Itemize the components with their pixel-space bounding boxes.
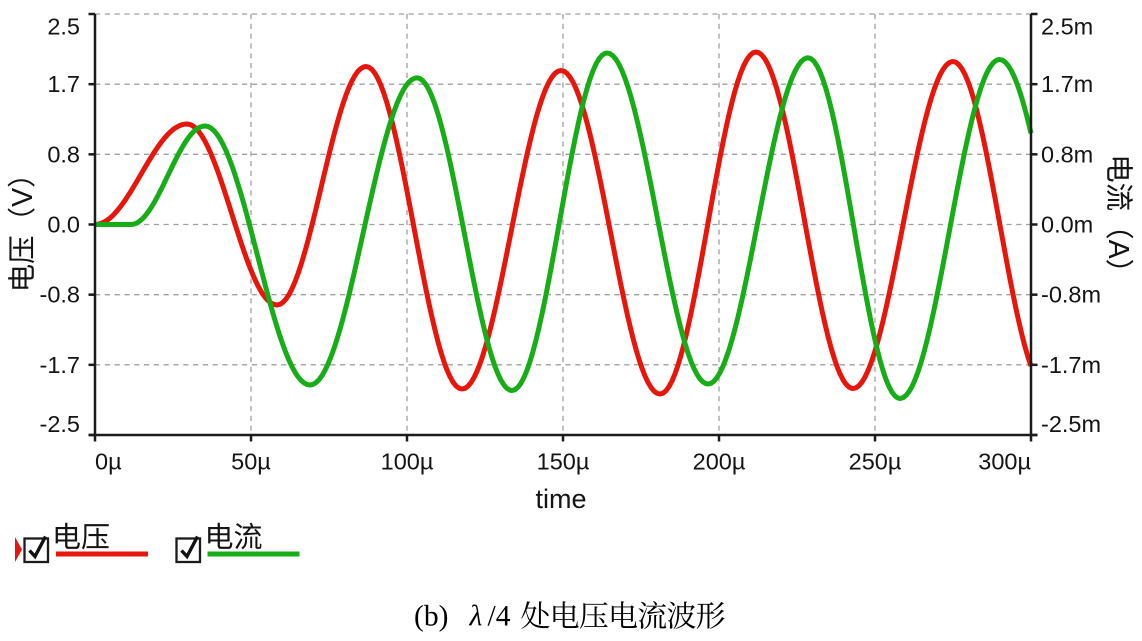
svg-text:1.7: 1.7 <box>47 71 80 97</box>
svg-text:0µ: 0µ <box>95 449 122 475</box>
svg-text:150µ: 150µ <box>537 449 590 475</box>
svg-text:1.7m: 1.7m <box>1041 71 1093 97</box>
svg-text:200µ: 200µ <box>693 449 746 475</box>
svg-text:-1.7: -1.7 <box>40 352 81 378</box>
svg-text:250µ: 250µ <box>849 449 902 475</box>
svg-text:50µ: 50µ <box>231 449 271 475</box>
svg-text:0.8m: 0.8m <box>1041 141 1093 167</box>
svg-text:0.0: 0.0 <box>47 212 80 238</box>
svg-text:100µ: 100µ <box>381 449 434 475</box>
svg-text:λ: λ <box>469 601 483 633</box>
svg-text:/4: /4 <box>488 601 511 633</box>
svg-text:0.0m: 0.0m <box>1041 212 1093 238</box>
svg-text:-0.8m: -0.8m <box>1041 282 1101 308</box>
svg-text:time: time <box>535 484 586 514</box>
svg-text:-0.8: -0.8 <box>40 282 81 308</box>
svg-text:-2.5: -2.5 <box>40 411 81 437</box>
svg-text:-2.5m: -2.5m <box>1041 411 1101 437</box>
svg-text:V: V <box>7 188 39 207</box>
svg-text:(b): (b) <box>414 601 448 633</box>
svg-text:2.5: 2.5 <box>47 14 80 40</box>
svg-text:0.8: 0.8 <box>47 141 80 167</box>
svg-text:300µ: 300µ <box>978 449 1031 475</box>
svg-text:-1.7m: -1.7m <box>1041 352 1101 378</box>
svg-text:2.5m: 2.5m <box>1041 14 1093 40</box>
svg-text:A: A <box>1102 240 1134 259</box>
